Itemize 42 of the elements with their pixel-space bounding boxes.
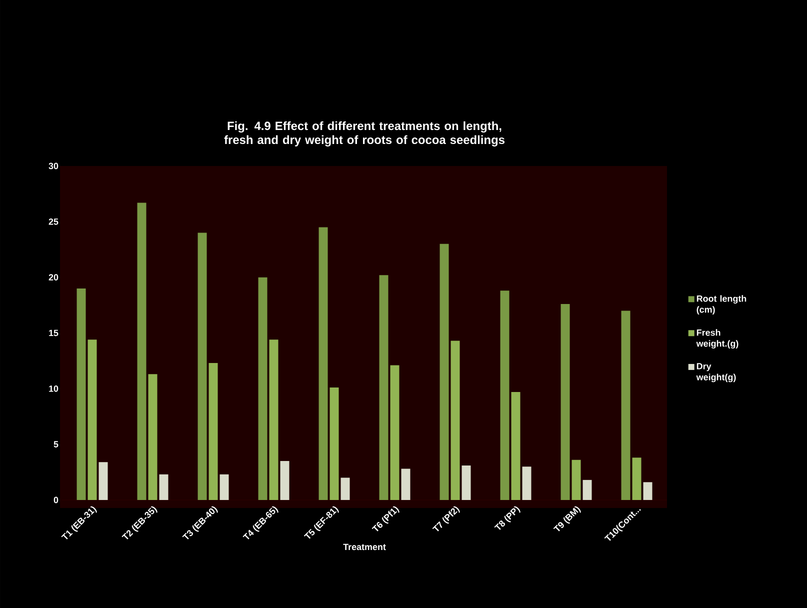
bar <box>159 474 168 500</box>
legend-label: Fresh weight.(g) <box>696 329 738 349</box>
bar <box>340 478 350 500</box>
bar <box>621 310 630 500</box>
bar <box>572 460 581 500</box>
x-axis-title: Treatment <box>343 544 386 550</box>
bar <box>462 465 471 500</box>
bar <box>511 392 520 500</box>
bar <box>440 244 449 500</box>
bar <box>330 388 339 500</box>
bar <box>643 482 652 500</box>
bar <box>560 304 570 500</box>
y-tick-label: 25 <box>48 218 58 225</box>
legend-label: Dry weight(g) <box>696 363 736 382</box>
bar <box>208 363 218 500</box>
y-tick-label: 0 <box>54 496 58 504</box>
bar <box>148 374 158 500</box>
bar <box>450 340 460 500</box>
bar <box>98 462 108 500</box>
bar <box>379 275 388 500</box>
bar <box>632 458 642 500</box>
bar <box>198 232 207 500</box>
y-tick-label: 20 <box>48 274 58 280</box>
bar <box>582 480 592 500</box>
bar <box>220 474 229 500</box>
chart-title: Fig. 4.9 Effect of different treatments on length, fresh and dry weight of roots of cocoa seedlings <box>224 121 505 146</box>
y-tick-label: 30 <box>48 162 58 170</box>
bar <box>76 288 86 500</box>
y-tick-label: 15 <box>49 330 58 336</box>
bar <box>269 340 278 500</box>
bar <box>318 227 328 500</box>
bar <box>522 466 532 500</box>
bar <box>500 290 510 500</box>
bar <box>88 340 97 500</box>
y-tick-label: 10 <box>49 385 58 392</box>
bar <box>390 365 400 500</box>
bar <box>258 277 268 500</box>
legend-label: Root length (cm) <box>696 295 746 314</box>
bar <box>401 468 410 500</box>
y-tick-label: 5 <box>54 441 58 448</box>
bar <box>137 202 146 500</box>
bar <box>280 461 290 500</box>
